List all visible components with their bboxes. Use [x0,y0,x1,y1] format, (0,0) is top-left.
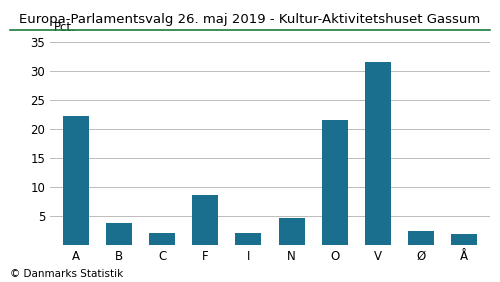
Bar [192,195,218,245]
Bar [278,218,304,245]
Bar [149,233,175,245]
Bar [365,62,391,245]
Bar [322,120,347,245]
Bar [451,234,477,245]
Bar [106,223,132,245]
Text: © Danmarks Statistik: © Danmarks Statistik [10,269,123,279]
Text: Pct.: Pct. [54,21,76,34]
Bar [236,233,262,245]
Bar [408,232,434,245]
Text: Europa-Parlamentsvalg 26. maj 2019 - Kultur-Aktivitetshuset Gassum: Europa-Parlamentsvalg 26. maj 2019 - Kul… [20,13,480,26]
Bar [63,116,89,245]
